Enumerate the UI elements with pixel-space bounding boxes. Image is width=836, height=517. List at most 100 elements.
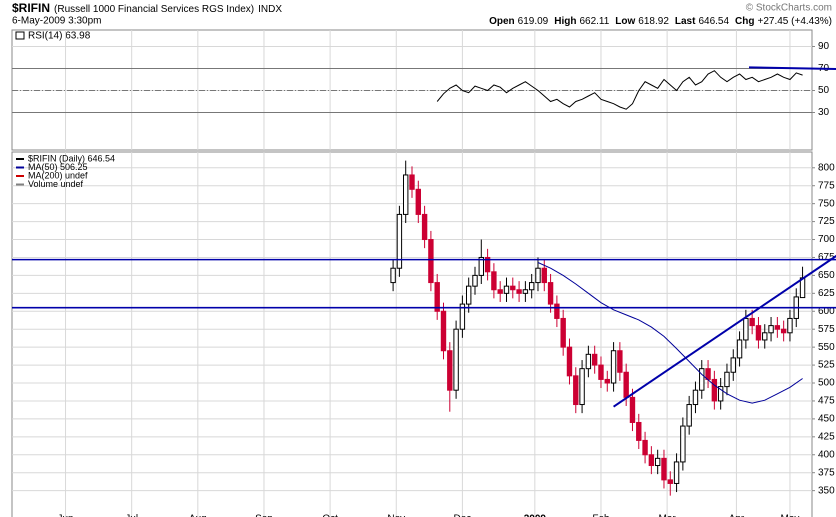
x-tick-label: Jun [57, 514, 73, 517]
rsi-icon [15, 31, 25, 40]
candle-body [661, 457, 667, 481]
legend-label: $RIFIN (Daily) 646.54 [28, 153, 115, 163]
candle-body [478, 256, 484, 276]
quote-value: 662.11 [579, 16, 609, 27]
candle-body [522, 289, 529, 294]
x-tick-label: Jul [125, 514, 138, 517]
trend-line [748, 66, 836, 71]
index-name: (Russell 1000 Financial Services RGS Ind… [54, 4, 254, 15]
candle-body [755, 325, 762, 341]
candle-body [636, 421, 642, 441]
candle-body [686, 404, 692, 427]
y-tick-label: 775 [818, 180, 835, 191]
candle-body [642, 439, 648, 456]
source: © StockCharts.com [746, 3, 832, 14]
candle-body [598, 364, 604, 380]
candle-body [560, 317, 566, 348]
y-tick-label: 550 [818, 342, 835, 353]
y-tick-label: 525 [818, 360, 835, 371]
candle-body [465, 285, 472, 305]
candle-body [566, 346, 573, 377]
legend-label: MA(200) undef [28, 170, 88, 180]
symbol: $RIFIN [12, 1, 50, 15]
candle-body [724, 371, 730, 388]
candle-body [396, 213, 403, 269]
quote-label: High [554, 16, 576, 27]
candle-body [610, 350, 617, 384]
y-tick-label: 50 [818, 85, 830, 96]
candle-body [415, 188, 421, 215]
candle-body [459, 303, 466, 330]
candle-body [440, 310, 447, 352]
exchange: INDX [258, 4, 282, 15]
candle-body [680, 425, 686, 463]
candle-body [535, 267, 541, 284]
candle-body [617, 350, 623, 373]
candle-body [547, 282, 554, 305]
y-tick-label: 575 [818, 324, 835, 335]
candle-body [667, 479, 673, 484]
candle-body [623, 371, 629, 398]
candle-body [484, 256, 491, 273]
candle-body [711, 378, 718, 402]
candle-body [717, 386, 724, 402]
candle-body [403, 174, 409, 215]
quote-value: +27.45 (+4.43%) [758, 16, 833, 27]
candle-body [787, 317, 793, 334]
y-tick-label: 800 [818, 162, 835, 173]
y-tick-label: 750 [818, 198, 835, 209]
candle-body [585, 353, 592, 370]
candle-body [428, 239, 434, 284]
candle-body [591, 353, 598, 366]
x-tick-label: Nov [387, 514, 405, 517]
legend-label: Volume undef [28, 179, 84, 189]
rsi-title: RSI(14) 63.98 [28, 31, 91, 42]
y-tick-label: 30 [818, 107, 830, 118]
candle-body [736, 339, 743, 359]
candle-body [390, 267, 396, 284]
candle-body [768, 325, 774, 334]
candle-body [503, 285, 510, 294]
x-tick-label: Aug [189, 514, 207, 517]
y-tick-label: 375 [818, 467, 835, 478]
rsi-line [436, 70, 803, 110]
candle-body [528, 282, 535, 291]
candle-body [749, 317, 755, 327]
y-tick-label: 600 [818, 306, 835, 317]
candle-body [497, 289, 503, 294]
candle-body [541, 267, 547, 284]
candle-body [692, 389, 699, 406]
price-panel [11, 151, 813, 517]
x-tick-label: May [780, 514, 799, 517]
quote-value: 619.09 [518, 16, 549, 27]
candle-body [604, 378, 610, 384]
header-line: $RIFIN (Russell 1000 Financial Services R… [12, 1, 282, 15]
legend-label: MA(50) 506.25 [28, 162, 88, 172]
y-tick-label: 475 [818, 396, 835, 407]
y-tick-label: 700 [818, 234, 835, 245]
candle-body [510, 285, 516, 291]
y-tick-label: 725 [818, 216, 835, 227]
y-tick-label: 500 [818, 378, 835, 389]
quote-value: 646.54 [698, 16, 729, 27]
y-tick-label: 625 [818, 288, 835, 299]
y-tick-label: 90 [818, 41, 830, 52]
candle-body [453, 328, 459, 391]
trend-line [613, 254, 836, 408]
candle-body [762, 332, 768, 341]
quote-label: Chg [735, 16, 754, 27]
candle-body [730, 357, 736, 373]
y-tick-label: 350 [818, 485, 835, 496]
candle-body [780, 328, 787, 334]
candle-body [409, 174, 415, 190]
candle-body [447, 350, 453, 391]
quote-label: Last [675, 16, 696, 27]
y-tick-label: 425 [818, 431, 835, 442]
quote-label: Open [489, 16, 515, 27]
x-tick-label: Oct [322, 514, 338, 517]
x-tick-label: 2009 [524, 514, 547, 517]
candle-body [573, 375, 579, 406]
candle-body [673, 461, 680, 484]
